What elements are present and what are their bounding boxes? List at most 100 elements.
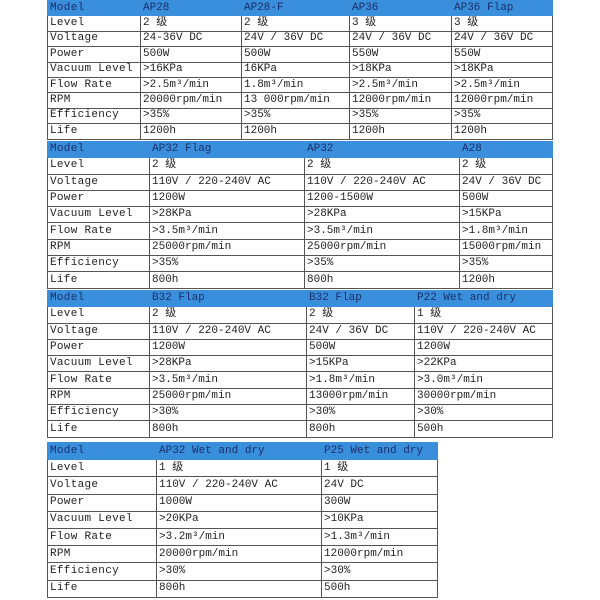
- spec-value: 2 级: [149, 306, 307, 324]
- spec-value: 25000rpm/min: [304, 238, 460, 257]
- spec-value: 20000rpm/min: [140, 92, 242, 109]
- model-name: AP28: [140, 0, 242, 17]
- table-row: Vacuum Level >28KPa >15KPa >22KPa: [47, 355, 553, 373]
- spec-value: 110V / 220-240V AC: [414, 322, 553, 340]
- model-name: P22 Wet and dry: [414, 289, 553, 308]
- table-row: Voltage 24-36V DC 24V / 36V DC 24V / 36V D…: [47, 30, 553, 48]
- spec-value: 24V / 36V DC: [241, 30, 350, 48]
- model-name: AP36 Flap: [451, 0, 553, 17]
- model-name: AP36: [349, 0, 452, 17]
- spec-value: >15KPa: [306, 355, 415, 373]
- header-label: Model: [47, 0, 141, 17]
- table-row: Vacuum Level >20KPa >10KPa: [47, 510, 438, 529]
- spec-value: 800h: [149, 420, 307, 438]
- spec-value: 500W: [306, 338, 415, 357]
- spec-value: >35%: [304, 255, 460, 273]
- spec-value: 550W: [349, 46, 452, 63]
- model-name: P25 Wet and dry: [321, 441, 438, 461]
- row-label: Level: [47, 459, 157, 478]
- table-row: Flow Rate >3.2m³/min >1.3m³/min: [47, 527, 438, 547]
- row-label: Power: [47, 493, 157, 512]
- row-label: Efficiency: [47, 107, 141, 125]
- table-row: Life 1200h 1200h 1200h 1200h: [47, 123, 553, 140]
- spec-value: 2 级: [149, 157, 305, 175]
- row-label: Vacuum Level: [47, 510, 157, 529]
- table-row: Efficiency >35% >35% >35% >35%: [47, 107, 553, 125]
- spec-value: >15KPa: [459, 206, 553, 224]
- spec-value: 24V / 36V DC: [349, 30, 452, 48]
- spec-value: 1200W: [149, 189, 305, 208]
- spec-value: 2 级: [306, 306, 415, 324]
- row-label: Voltage: [47, 322, 150, 340]
- table-row: Efficiency >30% >30%: [47, 562, 438, 581]
- row-label: Efficiency: [47, 562, 157, 581]
- row-label: RPM: [47, 545, 157, 564]
- spec-value: 110V / 220-240V AC: [149, 173, 305, 191]
- spec-value: >30%: [156, 562, 322, 581]
- row-label: Efficiency: [47, 404, 150, 422]
- row-label: RPM: [47, 92, 141, 109]
- table-row: RPM 20000rpm/min 12000rpm/min: [47, 545, 438, 564]
- spec-value: 500W: [140, 46, 242, 63]
- spec-value: 12000rpm/min: [451, 92, 553, 109]
- spec-value: >35%: [140, 107, 242, 125]
- row-label: Level: [47, 157, 150, 175]
- row-label: Power: [47, 46, 141, 63]
- model-name: A28: [459, 140, 553, 159]
- spec-value: 800h: [156, 579, 322, 598]
- spec-table-3: Model B32 Flap B32 Flap P22 Wet and dry Leve…: [47, 289, 553, 438]
- spec-value: >3.5m³/min: [149, 222, 305, 240]
- spec-value: 800h: [304, 271, 460, 289]
- header-row: Model AP28 AP28-F AP36 AP36 Flap: [47, 0, 553, 17]
- spec-value: 13000rpm/min: [306, 387, 415, 406]
- table-row: Flow Rate >3.5m³/min >3.5m³/min >1.8m³/min: [47, 222, 553, 240]
- row-label: Voltage: [47, 30, 141, 48]
- row-label: Vacuum Level: [47, 61, 141, 78]
- table-row: Vacuum Level >16KPa 16KPa >18KPa >18KPa: [47, 61, 553, 78]
- table-row: Power 1200W 500W 1200W: [47, 338, 553, 357]
- spec-value: >3.5m³/min: [304, 222, 460, 240]
- spec-value: 24V DC: [321, 476, 438, 495]
- spec-value: 1200W: [414, 338, 553, 357]
- spec-value: 1 级: [414, 306, 553, 324]
- spec-value: 3 级: [349, 15, 452, 32]
- spec-value: >3.5m³/min: [149, 371, 307, 389]
- table-row: Flow Rate >3.5m³/min >1.8m³/min >3.0m³/min: [47, 371, 553, 389]
- spec-value: 1200W: [149, 338, 307, 357]
- spec-value: 500W: [241, 46, 350, 63]
- model-name: AP32 Flag: [149, 140, 305, 159]
- spec-value: >30%: [414, 404, 553, 422]
- spec-value: 2 级: [304, 157, 460, 175]
- spec-value: >1.3m³/min: [321, 527, 438, 547]
- row-label: Flow Rate: [47, 76, 141, 94]
- spec-value: >16KPa: [140, 61, 242, 78]
- header-label: Model: [47, 140, 150, 159]
- row-label: Level: [47, 15, 141, 32]
- row-label: Life: [47, 123, 141, 140]
- row-label: Power: [47, 189, 150, 208]
- spec-value: 24V / 36V DC: [451, 30, 553, 48]
- table-row: Efficiency >35% >35% >35%: [47, 255, 553, 273]
- table-row: Flow Rate >2.5m³/min 1.8m³/min >2.5m³/min >2…: [47, 76, 553, 94]
- spec-value: 1200h: [349, 123, 452, 140]
- row-label: Voltage: [47, 476, 157, 495]
- row-label: Level: [47, 306, 150, 324]
- spec-table-4: Model AP32 Wet and dry P25 Wet and dry Leve…: [47, 441, 438, 598]
- spec-value: 1200h: [241, 123, 350, 140]
- row-label: Vacuum Level: [47, 206, 150, 224]
- header-row: Model AP32 Flag AP32 A28: [47, 140, 553, 159]
- spec-value: >35%: [241, 107, 350, 125]
- header-label: Model: [47, 441, 157, 461]
- row-label: Life: [47, 271, 150, 289]
- row-label: Efficiency: [47, 255, 150, 273]
- spec-value: >35%: [149, 255, 305, 273]
- row-label: RPM: [47, 238, 150, 257]
- spec-value: 25000rpm/min: [149, 238, 305, 257]
- table-row: Power 1200W 1200-1500W 500W: [47, 189, 553, 208]
- model-name: AP32 Wet and dry: [156, 441, 322, 461]
